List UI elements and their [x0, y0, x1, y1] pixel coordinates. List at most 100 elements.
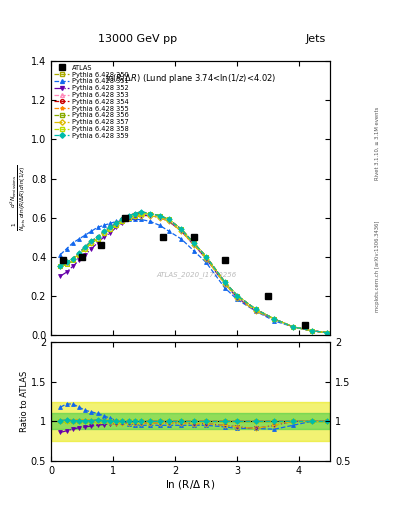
Pythia 6.428 359 — [120, 217, 125, 223]
Pythia 6.428 355 — [222, 279, 227, 285]
Pythia 6.428 358 — [95, 236, 100, 242]
Line: Pythia 6.428 357: Pythia 6.428 357 — [59, 214, 329, 335]
Pythia 6.428 351 — [290, 324, 295, 330]
Pythia 6.428 354 — [89, 240, 94, 246]
Pythia 6.428 357 — [114, 222, 119, 228]
Pythia 6.428 350 — [77, 251, 81, 258]
Pythia 6.428 354 — [114, 220, 119, 226]
Pythia 6.428 359 — [148, 210, 152, 217]
Pythia 6.428 353 — [325, 330, 329, 336]
Pythia 6.428 357 — [167, 218, 171, 224]
Pythia 6.428 357 — [290, 324, 295, 330]
Pythia 6.428 355 — [235, 292, 239, 298]
Pythia 6.428 354 — [77, 251, 81, 258]
Pythia 6.428 353 — [114, 220, 119, 226]
Pythia 6.428 350 — [222, 279, 227, 285]
Pythia 6.428 352 — [89, 246, 94, 252]
Pythia 6.428 358 — [120, 218, 125, 224]
Pythia 6.428 359 — [132, 210, 137, 217]
Line: Pythia 6.428 358: Pythia 6.428 358 — [59, 211, 329, 335]
Line: Pythia 6.428 350: Pythia 6.428 350 — [59, 211, 329, 335]
Pythia 6.428 353 — [253, 306, 258, 312]
Pythia 6.428 359 — [95, 234, 100, 240]
Pythia 6.428 352 — [114, 224, 119, 230]
Pythia 6.428 355 — [101, 228, 106, 234]
ATLAS — [98, 242, 103, 248]
Pythia 6.428 350 — [64, 261, 69, 267]
Pythia 6.428 352 — [167, 218, 171, 224]
Pythia 6.428 350 — [139, 210, 143, 217]
Pythia 6.428 356 — [77, 251, 81, 258]
Pythia 6.428 356 — [253, 306, 258, 312]
Pythia 6.428 353 — [126, 212, 131, 219]
Pythia 6.428 350 — [325, 330, 329, 336]
Pythia 6.428 358 — [58, 263, 63, 269]
Pythia 6.428 354 — [126, 212, 131, 219]
Pythia 6.428 359 — [114, 220, 119, 226]
Pythia 6.428 353 — [272, 316, 277, 322]
Pythia 6.428 353 — [58, 263, 63, 269]
Pythia 6.428 357 — [222, 281, 227, 287]
Y-axis label: Ratio to ATLAS: Ratio to ATLAS — [20, 371, 29, 432]
Pythia 6.428 356 — [157, 212, 162, 219]
Pythia 6.428 356 — [58, 263, 63, 269]
Pythia 6.428 351 — [191, 248, 196, 254]
Pythia 6.428 356 — [139, 210, 143, 217]
Pythia 6.428 358 — [272, 316, 277, 322]
Pythia 6.428 356 — [108, 226, 112, 232]
Pythia 6.428 356 — [204, 253, 208, 260]
Pythia 6.428 352 — [253, 308, 258, 314]
Pythia 6.428 350 — [132, 212, 137, 219]
Pythia 6.428 358 — [204, 253, 208, 260]
Pythia 6.428 359 — [89, 238, 94, 244]
Pythia 6.428 350 — [309, 328, 314, 334]
Pythia 6.428 356 — [95, 236, 100, 242]
Pythia 6.428 351 — [204, 260, 208, 266]
Pythia 6.428 350 — [120, 218, 125, 224]
Pythia 6.428 358 — [132, 212, 137, 219]
Pythia 6.428 351 — [101, 222, 106, 228]
Bar — [51, 414, 330, 429]
Pythia 6.428 359 — [126, 212, 131, 219]
Pythia 6.428 357 — [89, 240, 94, 246]
Pythia 6.428 353 — [64, 260, 69, 266]
Pythia 6.428 359 — [70, 255, 75, 262]
Pythia 6.428 359 — [179, 226, 184, 232]
Pythia 6.428 358 — [290, 324, 295, 330]
ATLAS — [266, 292, 270, 298]
Pythia 6.428 351 — [70, 240, 75, 246]
Pythia 6.428 354 — [95, 234, 100, 240]
Pythia 6.428 356 — [64, 261, 69, 267]
Line: Pythia 6.428 356: Pythia 6.428 356 — [59, 211, 329, 335]
Pythia 6.428 359 — [253, 306, 258, 312]
Pythia 6.428 359 — [191, 240, 196, 246]
Pythia 6.428 358 — [235, 292, 239, 298]
X-axis label: ln (R/$\Delta$ R): ln (R/$\Delta$ R) — [165, 478, 216, 492]
Pythia 6.428 351 — [83, 232, 88, 238]
Pythia 6.428 356 — [309, 328, 314, 334]
Pythia 6.428 351 — [167, 228, 171, 234]
Pythia 6.428 351 — [139, 217, 143, 223]
Pythia 6.428 355 — [204, 253, 208, 260]
Pythia 6.428 359 — [167, 217, 171, 223]
Text: 13000 GeV pp: 13000 GeV pp — [98, 33, 177, 44]
Pythia 6.428 354 — [101, 230, 106, 236]
Pythia 6.428 352 — [179, 228, 184, 234]
Pythia 6.428 353 — [120, 217, 125, 223]
Pythia 6.428 357 — [253, 308, 258, 314]
Pythia 6.428 354 — [83, 246, 88, 252]
Pythia 6.428 359 — [83, 244, 88, 250]
Pythia 6.428 355 — [108, 224, 112, 230]
Pythia 6.428 359 — [235, 292, 239, 298]
Pythia 6.428 351 — [58, 251, 63, 258]
Pythia 6.428 355 — [179, 226, 184, 232]
Pythia 6.428 350 — [179, 226, 184, 232]
Pythia 6.428 356 — [89, 240, 94, 246]
Pythia 6.428 358 — [253, 306, 258, 312]
Pythia 6.428 357 — [58, 263, 63, 269]
Pythia 6.428 353 — [108, 224, 112, 230]
Pythia 6.428 352 — [148, 212, 152, 219]
Pythia 6.428 352 — [139, 212, 143, 219]
Pythia 6.428 351 — [235, 296, 239, 303]
Line: Pythia 6.428 354: Pythia 6.428 354 — [59, 211, 329, 335]
